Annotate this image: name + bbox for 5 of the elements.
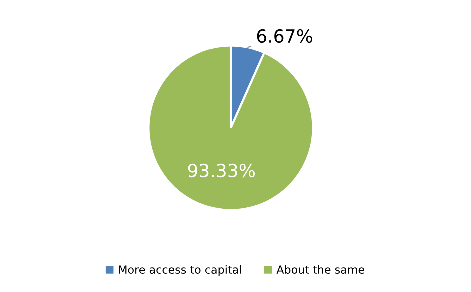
legend-label: About the same <box>276 265 364 274</box>
data-label: 93.33% <box>188 164 256 178</box>
legend-label: More access to capital <box>119 265 242 276</box>
pie-slice <box>148 44 314 212</box>
data-label: 6.67% <box>257 29 312 44</box>
